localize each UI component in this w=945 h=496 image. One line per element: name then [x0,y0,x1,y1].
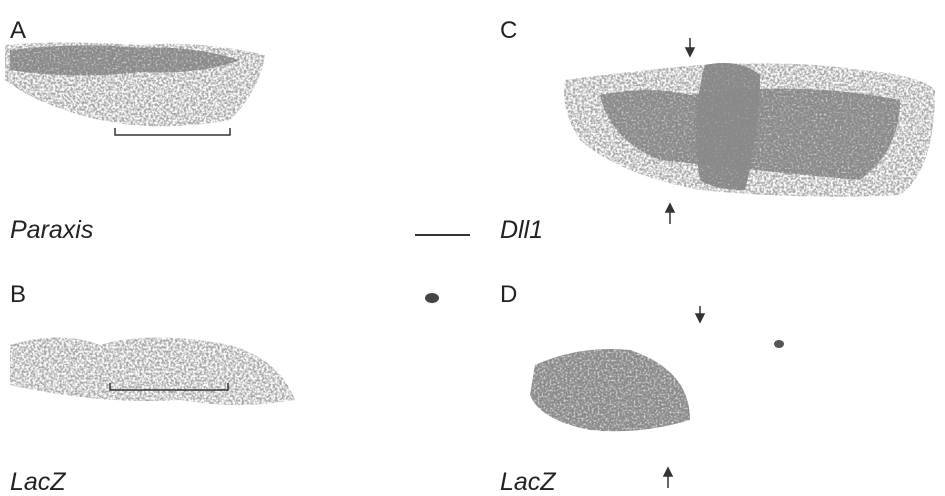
panel-letter: C [500,17,517,44]
tissue-a [5,43,265,127]
tissue-d [530,349,690,431]
panel-label: Dll1 [500,216,543,244]
speck [425,293,439,303]
panel-letter: A [10,17,26,44]
panel-label: LacZ [10,468,66,496]
bracket [115,128,230,135]
panel-label: LacZ [500,468,556,496]
figure: A Paraxis B LacZ C Dll1 D LacZ [0,0,945,496]
panel-label: Paraxis [10,216,93,244]
tissue-c [564,63,935,197]
panel-letter: B [10,281,26,308]
panel-letter: D [500,281,517,308]
speck [774,340,784,348]
tissue-b [10,338,295,406]
